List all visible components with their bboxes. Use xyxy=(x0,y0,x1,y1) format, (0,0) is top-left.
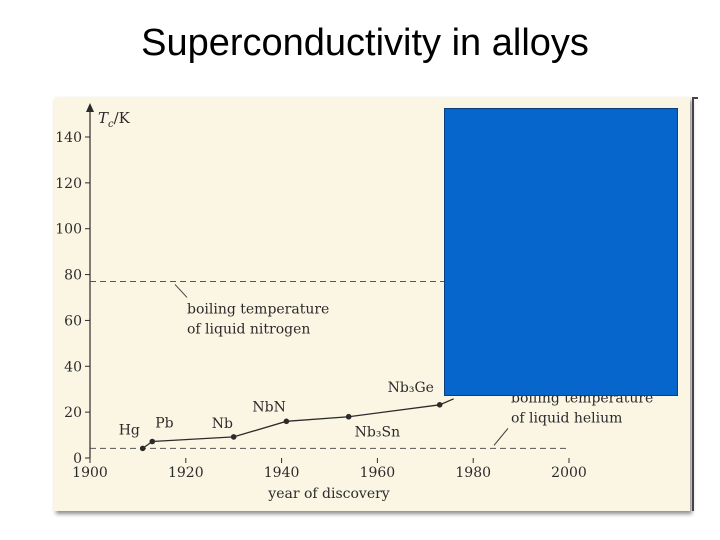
figure-right-border xyxy=(692,97,694,511)
y-tick-label: 80 xyxy=(64,268,82,284)
y-axis-arrow xyxy=(86,103,94,112)
data-point xyxy=(149,438,156,445)
y-axis-label-T: T xyxy=(98,109,109,127)
series-line xyxy=(142,398,454,449)
x-tick-label: 1960 xyxy=(360,465,396,481)
y-tick-label: 120 xyxy=(55,176,82,192)
x-tick-label: 2000 xyxy=(551,465,587,481)
x-tick-label: 1920 xyxy=(168,465,204,481)
slide-title: Superconductivity in alloys xyxy=(141,22,589,64)
point-label: Nb₃Ge xyxy=(388,380,434,396)
point-label: NbN xyxy=(252,399,285,415)
data-point xyxy=(345,413,352,420)
nitrogen-label-pointer xyxy=(174,284,188,298)
x-tick-label: 1940 xyxy=(264,465,300,481)
data-point xyxy=(139,445,146,452)
y-tick-label: 40 xyxy=(64,359,82,375)
helium-label-line2: of liquid helium xyxy=(511,410,622,426)
labels-group: Hg Pb Nb NbN Nb₃Sn Nb₃Ge xyxy=(119,380,434,441)
y-tick-label: 60 xyxy=(64,313,82,329)
y-tick-label: 20 xyxy=(64,405,82,421)
x-tick-label: 1900 xyxy=(72,465,108,481)
point-label: Nb₃Sn xyxy=(355,425,400,441)
y-tick-label: 140 xyxy=(55,130,82,146)
y-axis-label-sub: c xyxy=(108,119,114,130)
data-point xyxy=(230,434,237,440)
nitrogen-label-line1: boiling temperature xyxy=(187,301,329,317)
y-axis-label: Tc/K xyxy=(98,109,131,130)
x-tick-label: 1980 xyxy=(455,465,491,481)
point-label: Hg xyxy=(119,422,140,438)
data-point xyxy=(436,402,443,408)
y-axis-label-unit: /K xyxy=(114,109,131,127)
series-group xyxy=(139,398,454,452)
data-point xyxy=(283,418,290,425)
point-label: Pb xyxy=(155,415,173,431)
y-tick-label: 100 xyxy=(55,222,82,238)
point-label: Nb xyxy=(212,416,233,432)
figure-right-border-tick xyxy=(692,97,698,99)
overlay-box xyxy=(444,108,678,396)
nitrogen-label-line2: of liquid nitrogen xyxy=(187,321,310,337)
y-tick-label: 0 xyxy=(73,451,82,467)
chart-axes: 0 20 40 60 80 100 120 140 1900 1920 1940 1960 1980 20… xyxy=(55,103,587,481)
helium-label-pointer xyxy=(493,428,509,446)
x-axis-label: year of discovery xyxy=(267,486,390,502)
